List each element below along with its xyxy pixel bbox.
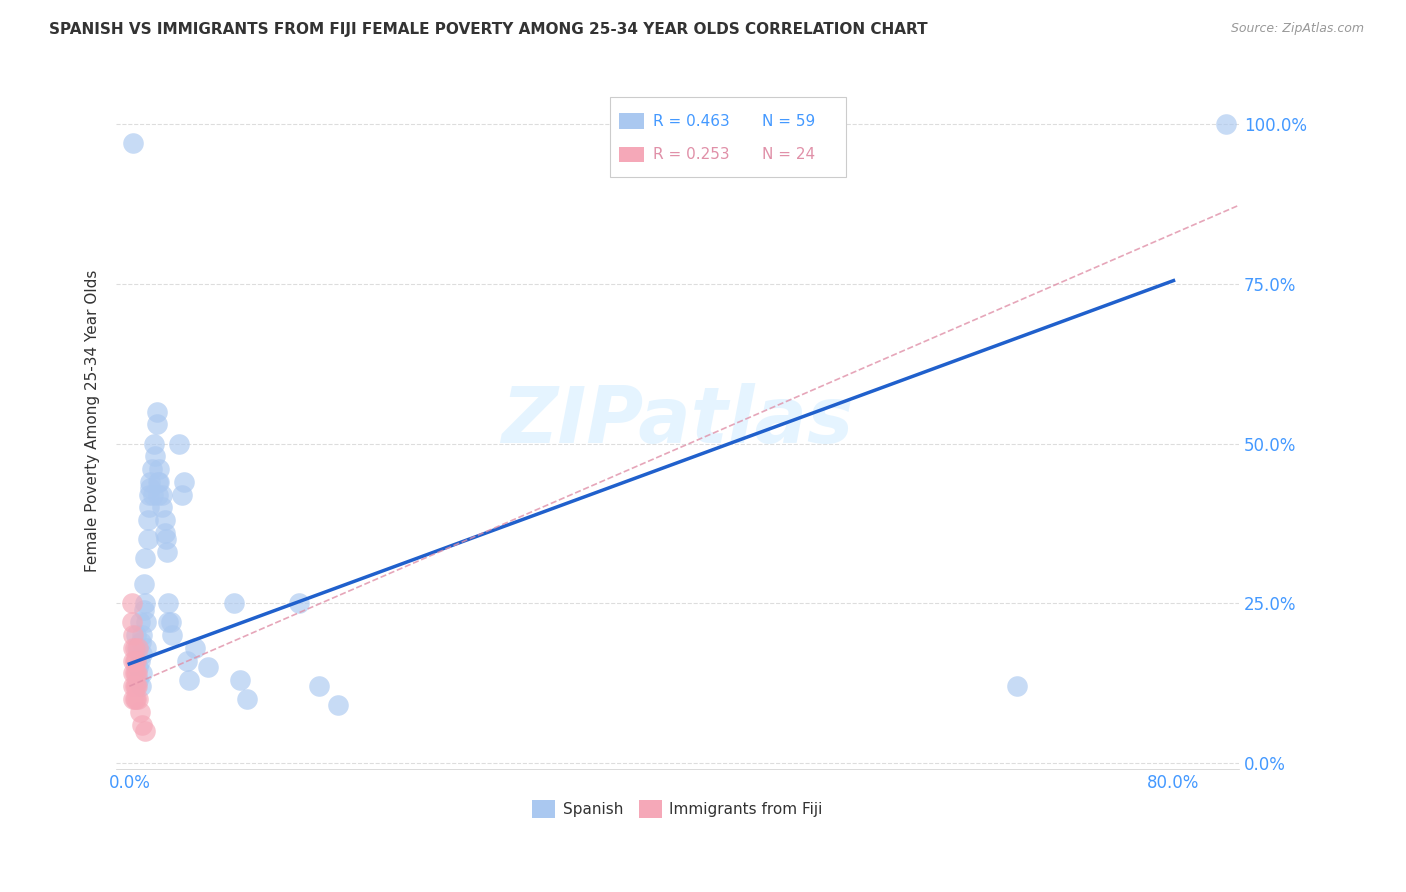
Text: R = 0.253: R = 0.253 <box>652 147 730 162</box>
Point <box>1005 679 1028 693</box>
Point <box>160 615 183 630</box>
Point <box>136 513 159 527</box>
Point <box>127 666 149 681</box>
FancyBboxPatch shape <box>610 97 846 178</box>
Point <box>153 513 176 527</box>
Point <box>127 660 149 674</box>
Point <box>138 500 160 515</box>
Point <box>127 640 149 655</box>
Point <box>125 679 148 693</box>
Point <box>122 692 145 706</box>
Point <box>125 628 148 642</box>
Text: ZIPatlas: ZIPatlas <box>502 384 853 459</box>
Point <box>148 462 170 476</box>
Point <box>131 666 153 681</box>
Point <box>127 679 149 693</box>
Point <box>155 533 177 547</box>
Point <box>131 648 153 662</box>
Point <box>141 462 163 476</box>
FancyBboxPatch shape <box>619 113 644 128</box>
Point <box>145 450 167 464</box>
Point <box>134 723 156 738</box>
Point <box>142 487 165 501</box>
Point <box>127 640 149 655</box>
Point <box>128 705 150 719</box>
Point <box>176 654 198 668</box>
Point <box>328 698 350 713</box>
Point <box>156 545 179 559</box>
Point <box>134 551 156 566</box>
Point <box>150 500 173 515</box>
Point <box>146 475 169 489</box>
Point <box>222 596 245 610</box>
Point <box>122 654 145 668</box>
Point <box>131 628 153 642</box>
Text: Source: ZipAtlas.com: Source: ZipAtlas.com <box>1230 22 1364 36</box>
Point <box>122 640 145 655</box>
Point <box>128 654 150 668</box>
Point <box>132 577 155 591</box>
Point <box>157 596 180 610</box>
Point <box>125 666 148 681</box>
Point <box>173 475 195 489</box>
Text: N = 59: N = 59 <box>762 113 815 128</box>
Point <box>143 436 166 450</box>
Point <box>170 487 193 501</box>
Point <box>145 417 167 432</box>
Point <box>127 692 149 706</box>
Point <box>122 679 145 693</box>
Point <box>125 654 148 668</box>
Point <box>179 673 201 687</box>
Point <box>125 692 148 706</box>
Point <box>236 692 259 706</box>
Point <box>129 679 152 693</box>
Point <box>124 679 146 693</box>
Point <box>308 679 330 693</box>
Point <box>135 615 157 630</box>
Legend: Spanish, Immigrants from Fiji: Spanish, Immigrants from Fiji <box>526 794 828 824</box>
Point <box>139 475 162 489</box>
Point <box>121 596 143 610</box>
Text: R = 0.463: R = 0.463 <box>652 113 730 128</box>
Text: N = 24: N = 24 <box>762 147 815 162</box>
Point <box>122 628 145 642</box>
Point <box>122 136 145 151</box>
Point <box>135 640 157 655</box>
Point <box>148 475 170 489</box>
Point <box>1215 117 1237 131</box>
FancyBboxPatch shape <box>619 147 644 162</box>
Point <box>128 615 150 630</box>
Point <box>124 666 146 681</box>
Point <box>162 628 184 642</box>
Point <box>127 673 149 687</box>
Point <box>183 640 205 655</box>
Point <box>146 487 169 501</box>
Point <box>197 660 219 674</box>
Point <box>138 487 160 501</box>
Point <box>122 666 145 681</box>
Point <box>131 717 153 731</box>
Point <box>124 640 146 655</box>
Point <box>153 525 176 540</box>
Point <box>139 481 162 495</box>
Point <box>124 692 146 706</box>
Text: SPANISH VS IMMIGRANTS FROM FIJI FEMALE POVERTY AMONG 25-34 YEAR OLDS CORRELATION: SPANISH VS IMMIGRANTS FROM FIJI FEMALE P… <box>49 22 928 37</box>
Point <box>229 673 252 687</box>
Point <box>167 436 190 450</box>
Point <box>124 654 146 668</box>
Y-axis label: Female Poverty Among 25-34 Year Olds: Female Poverty Among 25-34 Year Olds <box>86 270 100 573</box>
Point <box>157 615 180 630</box>
Point <box>145 404 167 418</box>
Point <box>132 602 155 616</box>
Point <box>129 634 152 648</box>
Point <box>136 533 159 547</box>
Point <box>134 596 156 610</box>
Point <box>150 487 173 501</box>
Point <box>288 596 311 610</box>
Point <box>121 615 143 630</box>
